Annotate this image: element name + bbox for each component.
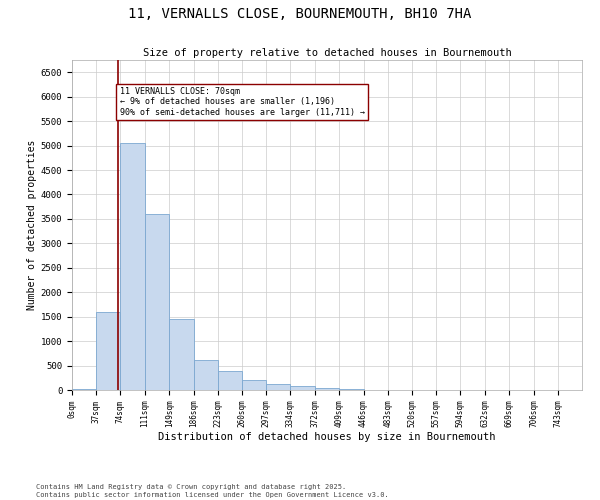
Bar <box>96 312 121 390</box>
Bar <box>145 214 169 390</box>
Bar <box>340 389 364 390</box>
Text: Contains HM Land Registry data © Crown copyright and database right 2025.
Contai: Contains HM Land Registry data © Crown c… <box>36 484 389 498</box>
Bar <box>315 388 340 390</box>
Bar <box>266 384 290 390</box>
Bar <box>218 372 242 390</box>
Title: Size of property relative to detached houses in Bournemouth: Size of property relative to detached ho… <box>143 48 511 58</box>
Bar <box>242 380 266 390</box>
Bar <box>121 143 145 390</box>
Text: 11 VERNALLS CLOSE: 70sqm
← 9% of detached houses are smaller (1,196)
90% of semi: 11 VERNALLS CLOSE: 70sqm ← 9% of detache… <box>120 87 365 117</box>
Text: 11, VERNALLS CLOSE, BOURNEMOUTH, BH10 7HA: 11, VERNALLS CLOSE, BOURNEMOUTH, BH10 7H… <box>128 8 472 22</box>
Bar <box>169 319 194 390</box>
Bar <box>194 360 218 390</box>
X-axis label: Distribution of detached houses by size in Bournemouth: Distribution of detached houses by size … <box>158 432 496 442</box>
Bar <box>72 389 96 390</box>
Y-axis label: Number of detached properties: Number of detached properties <box>26 140 37 310</box>
Bar <box>290 386 314 390</box>
